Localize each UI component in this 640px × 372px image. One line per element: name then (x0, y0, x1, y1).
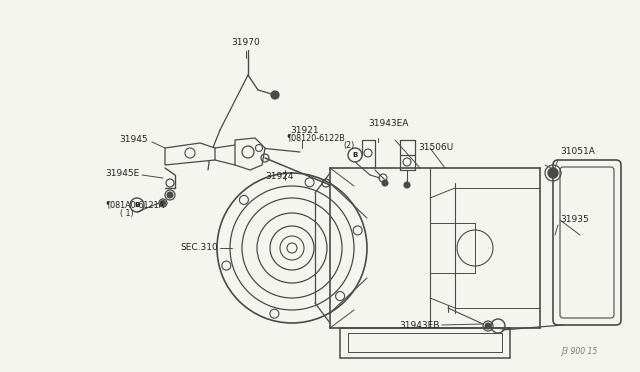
Text: 31935: 31935 (560, 215, 589, 224)
Text: SEC.310: SEC.310 (180, 244, 218, 253)
Circle shape (404, 182, 410, 188)
Text: 31943EA: 31943EA (368, 119, 408, 128)
Text: B: B (353, 152, 358, 158)
Text: 31921: 31921 (290, 126, 319, 135)
Text: 31945E: 31945E (106, 169, 140, 177)
Text: ¶08120-6122B: ¶08120-6122B (286, 133, 345, 142)
Text: ¶081A0-6121A: ¶081A0-6121A (105, 200, 164, 209)
Text: (2): (2) (344, 141, 355, 150)
FancyBboxPatch shape (560, 167, 614, 318)
Text: 31924: 31924 (265, 172, 294, 181)
Circle shape (161, 201, 166, 205)
Text: 31506U: 31506U (418, 144, 453, 153)
Circle shape (271, 91, 279, 99)
Circle shape (485, 323, 491, 329)
Text: ( 1): ( 1) (120, 209, 134, 218)
Text: B: B (134, 202, 140, 208)
Text: J3 900 15: J3 900 15 (562, 347, 598, 356)
Circle shape (382, 180, 388, 186)
Text: 31970: 31970 (232, 38, 260, 47)
Text: 31945: 31945 (120, 135, 148, 144)
FancyBboxPatch shape (553, 160, 621, 325)
Polygon shape (235, 138, 265, 170)
Polygon shape (165, 143, 215, 165)
Circle shape (548, 168, 558, 178)
Text: 31943EB: 31943EB (399, 321, 440, 330)
Circle shape (167, 192, 173, 198)
Text: 31051A: 31051A (560, 148, 595, 157)
